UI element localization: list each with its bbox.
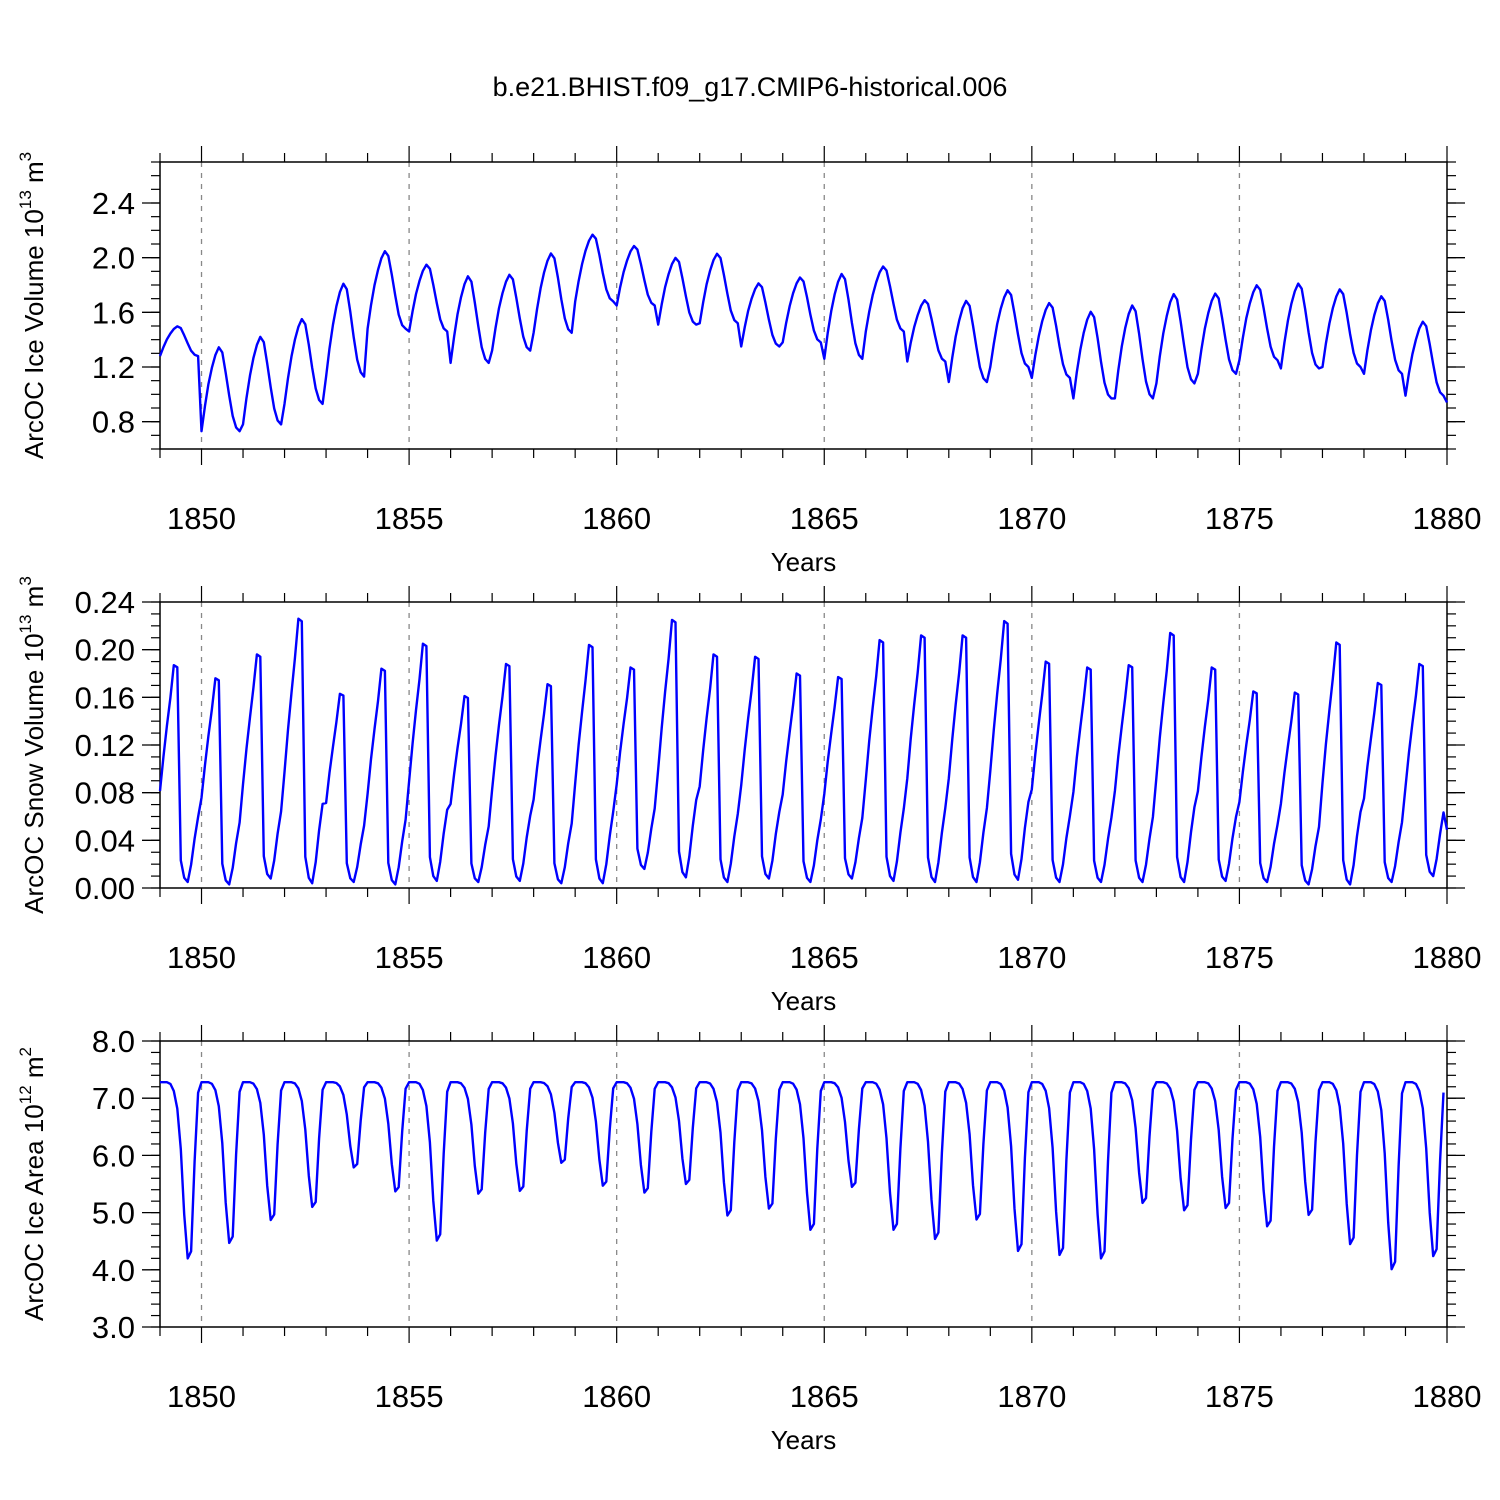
x-tick-label: 1880 — [1413, 940, 1482, 975]
x-tick-label: 1880 — [1413, 1379, 1482, 1414]
y-tick-label: 0.16 — [75, 680, 135, 715]
plot-frame — [159, 1040, 1448, 1328]
x-tick-label: 1865 — [790, 940, 859, 975]
y-tick-label: 4.0 — [92, 1253, 135, 1288]
x-tick-label: 1850 — [167, 501, 236, 536]
y-tick-label: 2.4 — [92, 186, 135, 221]
y-axis-title: ArcOC Snow Volume 1013 m3 — [16, 576, 49, 914]
x-tick-label: 1860 — [582, 501, 651, 536]
y-tick-label: 2.0 — [92, 241, 135, 276]
series-line — [158, 233, 1449, 433]
x-tick-label: 1870 — [997, 940, 1066, 975]
plot-frame — [159, 161, 1448, 450]
x-tick-label: 1865 — [790, 1379, 859, 1414]
ice-volume-panel: 0.8 1.2 1.6 2.0 2.4 1850 1855 1860 1865 1870 1875 1… — [16, 146, 1481, 577]
x-axis-title: Years — [771, 986, 837, 1016]
y-tick-label: 1.2 — [92, 350, 135, 385]
series-line — [160, 1080, 1445, 1271]
x-tick-label: 1870 — [997, 501, 1066, 536]
x-axis-title: Years — [771, 1425, 837, 1455]
x-tick-label: 1860 — [582, 1379, 651, 1414]
x-tick-label: 1875 — [1205, 501, 1274, 536]
y-tick-label: 1.6 — [92, 295, 135, 330]
x-tick-label: 1870 — [997, 1379, 1066, 1414]
x-tick-label: 1850 — [167, 940, 236, 975]
y-tick-label: 6.0 — [92, 1138, 135, 1173]
y-tick-label: 7.0 — [92, 1081, 135, 1116]
x-tick-label: 1855 — [375, 940, 444, 975]
y-tick-label: 0.20 — [75, 633, 135, 668]
y-tick-label: 0.00 — [75, 871, 135, 906]
y-tick-label: 0.04 — [75, 823, 135, 858]
x-tick-label: 1875 — [1205, 1379, 1274, 1414]
x-tick-label: 1855 — [375, 1379, 444, 1414]
y-axis-title: ArcOC Ice Volume 1013 m3 — [16, 152, 49, 459]
y-axis-title: ArcOC Ice Area 1012 m2 — [16, 1047, 49, 1321]
y-tick-label: 0.24 — [75, 585, 135, 620]
ice-area-panel: 3.0 4.0 5.0 6.0 7.0 8.0 1850 1855 1860 1865 1870 18… — [16, 1024, 1481, 1455]
series-line — [158, 617, 1449, 886]
y-tick-label: 5.0 — [92, 1196, 135, 1231]
y-tick-label: 3.0 — [92, 1310, 135, 1345]
y-tick-label: 0.12 — [75, 728, 135, 763]
x-tick-label: 1850 — [167, 1379, 236, 1414]
x-tick-label: 1880 — [1413, 501, 1482, 536]
x-tick-label: 1875 — [1205, 940, 1274, 975]
y-tick-label: 0.8 — [92, 405, 135, 440]
x-tick-label: 1865 — [790, 501, 859, 536]
x-tick-label: 1855 — [375, 501, 444, 536]
snow-volume-panel: 0.00 0.04 0.08 0.12 0.16 0.20 0.24 1850 1855 1860… — [16, 576, 1481, 1016]
y-tick-label: 0.08 — [75, 776, 135, 811]
chart-title: b.e21.BHIST.f09_g17.CMIP6-historical.006 — [493, 72, 1008, 102]
x-axis-title: Years — [771, 547, 837, 577]
y-tick-label: 8.0 — [92, 1024, 135, 1059]
x-tick-label: 1860 — [582, 940, 651, 975]
